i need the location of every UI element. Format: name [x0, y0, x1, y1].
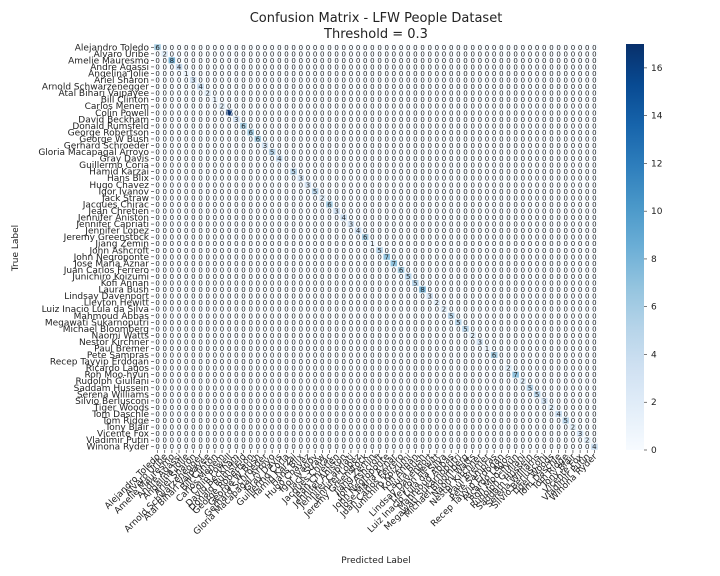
- chart-title: Confusion Matrix - LFW People Dataset: [250, 11, 503, 26]
- heatmap-cells: [153, 43, 599, 451]
- chart-subtitle: Threshold = 0.3: [323, 27, 428, 42]
- y-axis-label: True Label: [11, 225, 21, 272]
- x-axis-label: Predicted Label: [341, 556, 410, 566]
